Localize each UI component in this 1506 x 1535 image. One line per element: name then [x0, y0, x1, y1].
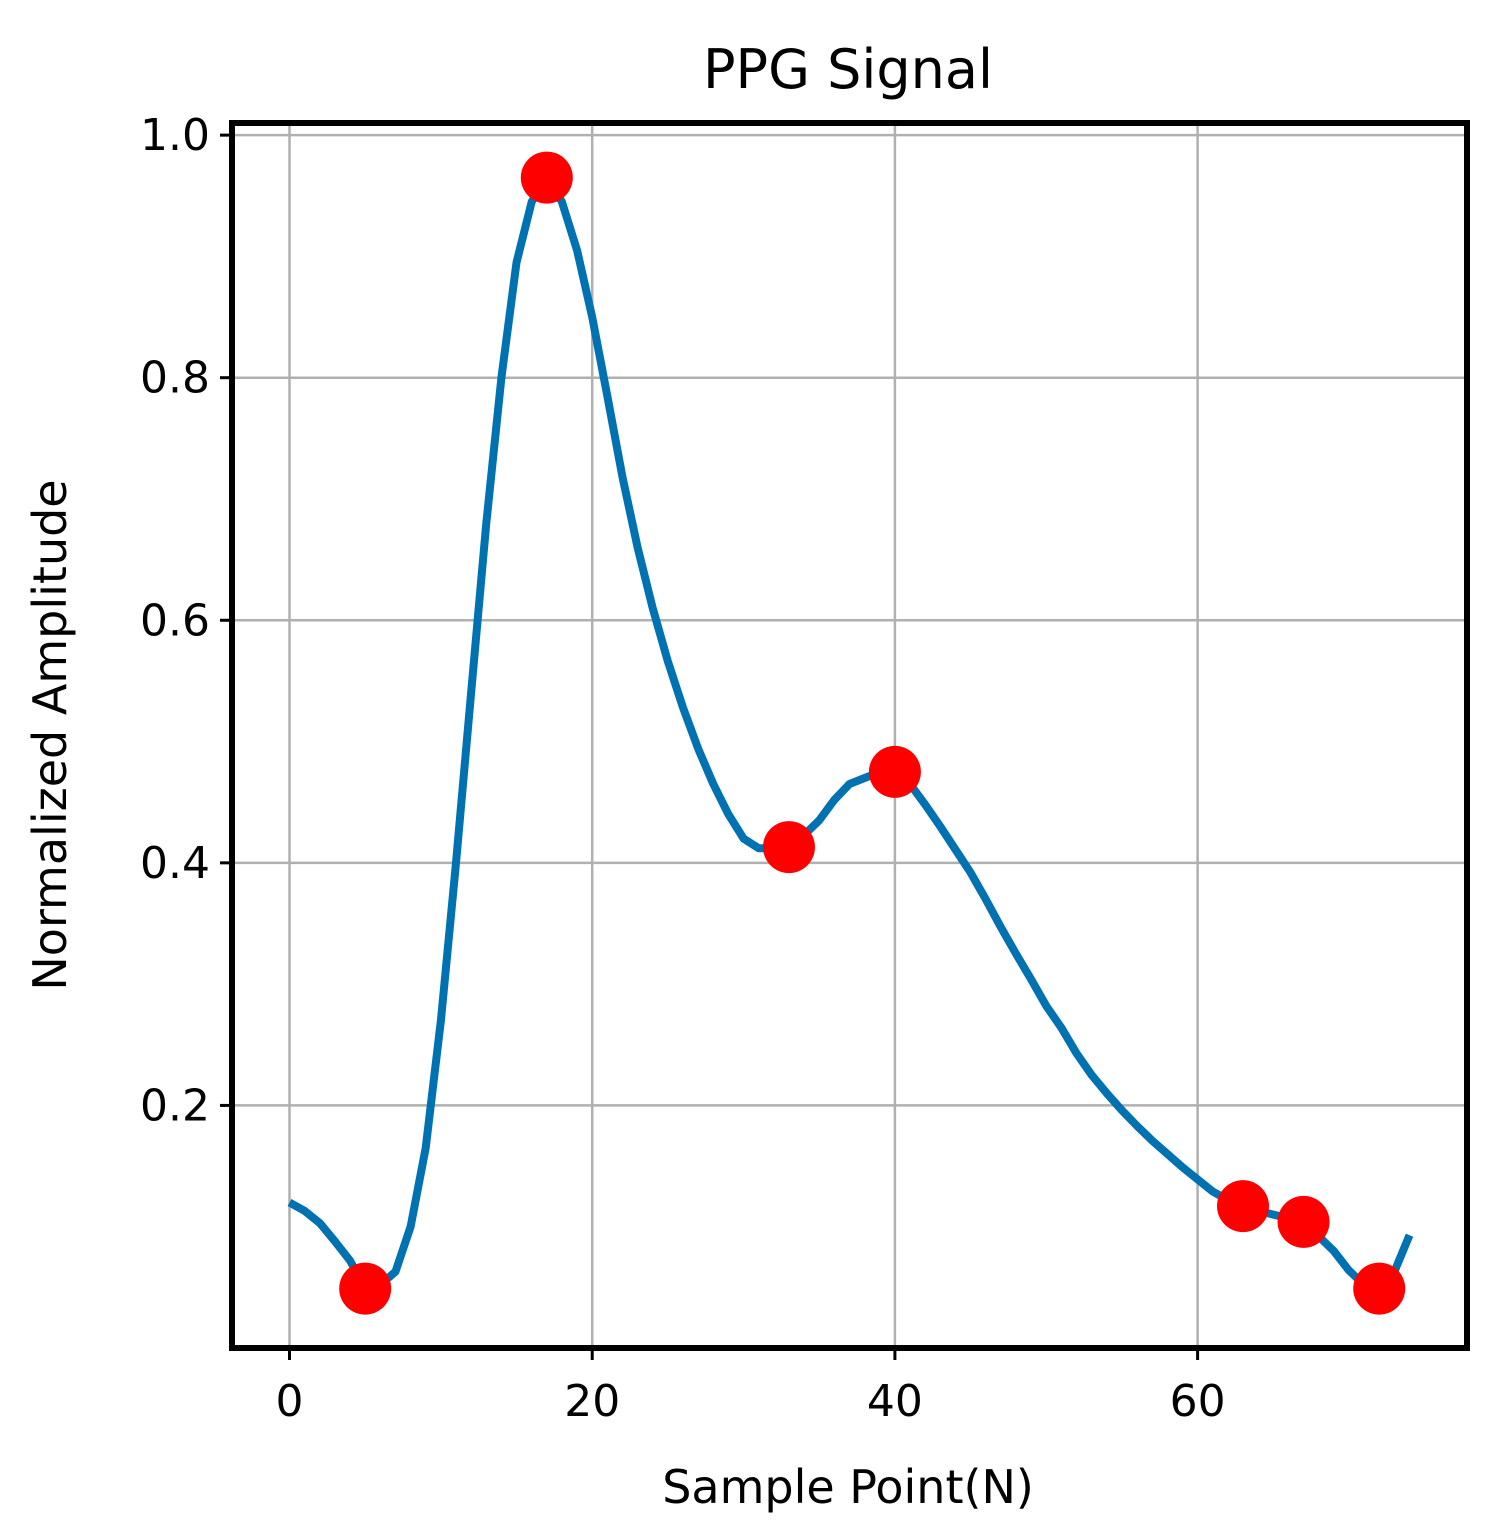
plot-frame: [229, 120, 1470, 1351]
feature-point: [339, 1262, 392, 1315]
feature-point: [1353, 1262, 1406, 1315]
y-tick-label: 0.2: [140, 1080, 210, 1131]
y-tick-label: 0.8: [140, 353, 210, 404]
feature-point: [1217, 1180, 1270, 1233]
x-tick-label: 60: [1170, 1376, 1226, 1427]
feature-point: [1277, 1195, 1330, 1248]
y-tick-layer: 0.2 0.4 0.6 0.8 1.0: [140, 110, 232, 1131]
y-tick-label: 0.6: [140, 595, 210, 646]
x-axis-title: Sample Point(N): [662, 1460, 1034, 1514]
grid-lines: [232, 123, 1467, 1348]
feature-point: [762, 821, 815, 874]
x-tick-label: 0: [276, 1376, 304, 1427]
y-tick-label: 1.0: [140, 110, 210, 161]
data-point-layer: [339, 151, 1406, 1315]
feature-point: [520, 151, 573, 204]
chart-title: PPG Signal: [703, 38, 993, 101]
x-tick-label: 40: [867, 1376, 923, 1427]
ppg-signal-line: [287, 173, 1414, 1293]
feature-point: [868, 745, 921, 798]
y-axis-title: Normalized Amplitude: [23, 479, 77, 990]
x-tick-label: 20: [564, 1376, 620, 1427]
x-tick-layer: 0 20 40 60: [276, 1348, 1226, 1427]
y-tick-label: 0.4: [140, 838, 210, 889]
data-line-layer: [287, 173, 1414, 1293]
